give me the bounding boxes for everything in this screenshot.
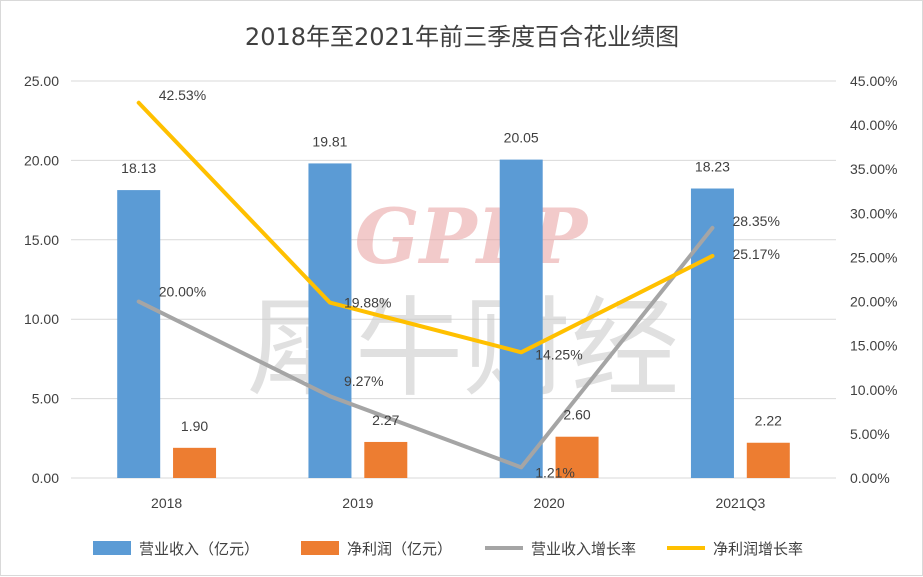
line-data-label: 42.53% (159, 87, 206, 103)
legend-label: 营业收入（亿元） (139, 540, 259, 558)
left-tick-label: 20.00 (24, 152, 59, 168)
left-tick-label: 5.00 (32, 391, 59, 407)
right-tick-label: 20.00% (850, 294, 897, 310)
right-tick-label: 15.00% (850, 338, 897, 354)
category-label: 2018 (151, 495, 182, 511)
bar-net-profit (746, 442, 790, 478)
line-data-label: 20.00% (159, 284, 206, 300)
bar-data-label: 18.13 (121, 160, 156, 176)
bar-data-label: 2.60 (563, 407, 590, 423)
bar-data-label: 20.05 (504, 130, 539, 146)
bar-net-profit (364, 441, 408, 478)
category-label: 2020 (534, 495, 565, 511)
category-label: 2019 (342, 495, 373, 511)
right-tick-label: 25.00% (850, 249, 897, 265)
legend-swatch (301, 541, 339, 555)
bar-revenue (117, 190, 161, 479)
bar-data-label: 2.27 (372, 412, 399, 428)
legend-label: 净利润（亿元） (347, 540, 452, 558)
bar-revenue (308, 163, 352, 478)
bar-series (117, 159, 790, 479)
bar-revenue (499, 159, 543, 478)
right-tick-label: 30.00% (850, 205, 897, 221)
line-series (136, 100, 715, 470)
legend-label: 营业收入增长率 (531, 540, 636, 558)
right-tick-label: 35.00% (850, 161, 897, 177)
bar-net-profit (173, 447, 217, 478)
line-data-label: 1.21% (535, 464, 575, 480)
left-tick-label: 0.00 (32, 470, 59, 486)
data-labels: 18.13 19.81 20.05 18.23 1.90 2.27 2.60 2.22 20.0… (121, 87, 782, 481)
right-tick-label: 10.00% (850, 382, 897, 398)
line-data-label: 19.88% (344, 295, 391, 311)
right-axis: 0.00% 5.00% 10.00% 15.00% 20.00% 25.00% 30.00%… (850, 73, 897, 486)
left-tick-label: 10.00 (24, 311, 59, 327)
line-data-label: 28.35% (732, 213, 779, 229)
bar-net-profit (555, 436, 599, 478)
bar-data-label: 19.81 (312, 133, 347, 149)
bar-revenue (690, 188, 734, 478)
line-data-label: 14.25% (535, 346, 582, 362)
right-tick-label: 5.00% (850, 426, 890, 442)
legend-label: 净利润增长率 (713, 540, 803, 558)
category-label: 2021Q3 (715, 495, 765, 511)
chart-title: 2018年至2021年前三季度百合花业绩图 (245, 23, 679, 51)
watermark-latin: GPLP (355, 192, 589, 281)
line-data-label: 25.17% (732, 246, 779, 262)
bar-data-label: 1.90 (181, 418, 208, 434)
revenue-growth-line (136, 225, 715, 470)
bar-data-label: 18.23 (695, 159, 730, 175)
net-profit-growth-line (136, 100, 715, 355)
legend-swatch (93, 541, 131, 555)
left-tick-label: 25.00 (24, 73, 59, 89)
bar-data-label: 2.22 (755, 413, 782, 429)
line-data-label: 9.27% (344, 373, 384, 389)
right-tick-label: 0.00% (850, 470, 890, 486)
left-axis: 0.00 5.00 10.00 15.00 20.00 25.00 (24, 73, 59, 486)
legend: 营业收入（亿元） 净利润（亿元） 营业收入增长率 净利润增长率 (93, 540, 803, 558)
category-axis: 2018 2019 2020 2021Q3 (151, 495, 765, 511)
right-tick-label: 40.00% (850, 117, 897, 133)
right-tick-label: 45.00% (850, 73, 897, 89)
left-tick-label: 15.00 (24, 232, 59, 248)
